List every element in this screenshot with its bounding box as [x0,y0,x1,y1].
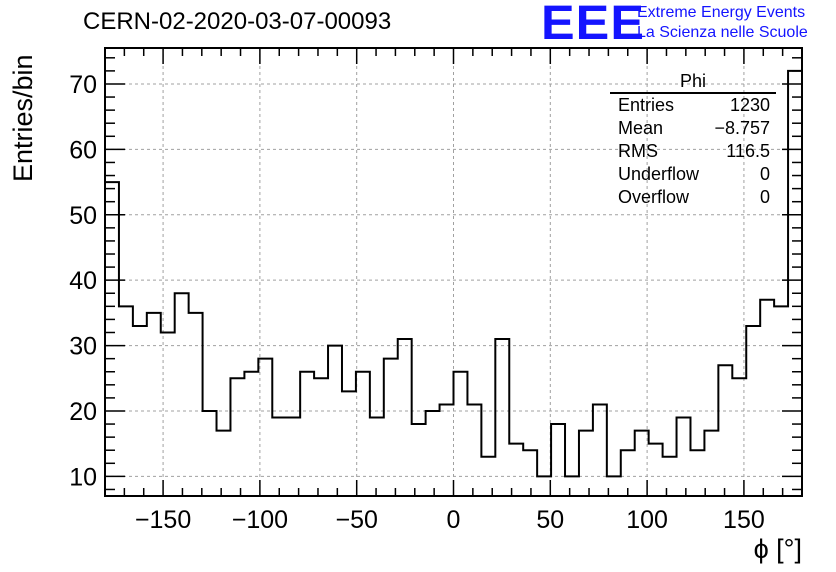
stats-value: 1230 [729,95,770,115]
x-tick-label: 100 [626,506,668,534]
chart-title: CERN-02-2020-03-07-00093 [83,8,392,35]
y-tick-label: 40 [69,267,97,295]
x-tick-label: −100 [232,506,288,534]
logo-caption-line1: Extreme Energy Events [637,4,806,21]
x-tick-label: 0 [447,506,461,534]
y-tick-label: 70 [69,71,97,99]
histogram-outline [104,69,803,496]
stats-row-entries: Entries 1230 [610,94,776,117]
x-tick-label: −50 [335,506,377,534]
stats-value: −8.757 [714,118,770,138]
stats-row-rms: RMS 116.5 [610,140,776,163]
x-axis-label: ϕ [°] [753,534,802,564]
stats-value: 0 [759,164,770,184]
stats-row-underflow: Underflow 0 [610,163,776,186]
y-tick-label: 20 [69,398,97,426]
tick-labels: −150 −100 −50 0 50 100 150 10 20 30 40 50 60 70 [69,71,765,534]
stats-value: 116.5 [726,141,770,161]
x-tick-label: 50 [536,506,564,534]
plot-frame [104,47,803,497]
logo-caption: Extreme Energy Events La Scienza nelle S… [637,3,808,43]
stats-row-overflow: Overflow 0 [610,186,776,209]
logo-caption-line2: La Scienza nelle Scuole [637,24,808,41]
x-tick-label: 150 [723,506,765,534]
stats-label: Entries [618,95,675,115]
y-tick-label: 50 [69,202,97,230]
y-tick-label: 10 [69,463,97,491]
eee-logo: EEE [541,0,645,50]
grid-lines [105,48,802,496]
stats-title: Phi [610,70,776,94]
stats-value: 0 [759,187,770,207]
y-axis-label: Entries/bin [8,54,38,182]
stats-row-mean: Mean −8.757 [610,117,776,140]
y-tick-label: 60 [69,136,97,164]
x-tick-label: −150 [135,506,191,534]
stats-label: Overflow [618,187,690,207]
stats-label: Mean [618,118,664,138]
stats-label: Underflow [618,164,700,184]
stats-box: Phi Entries 1230 Mean −8.757 RMS 116.5 U… [610,70,776,209]
y-tick-label: 30 [69,333,97,361]
stats-label: RMS [618,141,658,161]
